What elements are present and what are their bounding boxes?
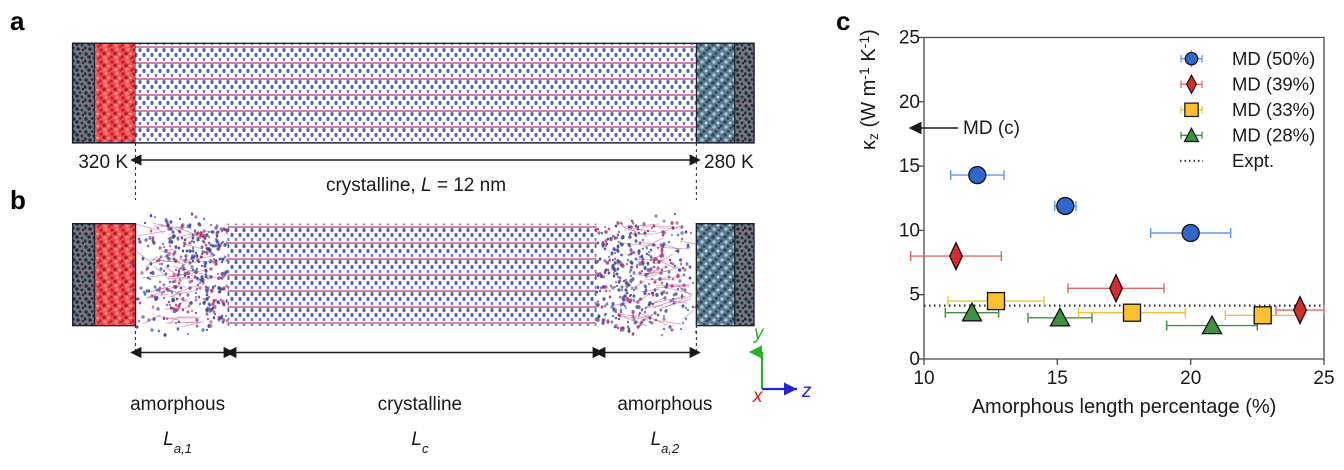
svg-text:280 K: 280 K (704, 152, 754, 173)
svg-text:La,2: La,2 (651, 429, 680, 456)
svg-text:10: 10 (900, 220, 920, 241)
svg-text:crystalline: crystalline (378, 394, 462, 415)
svg-text:5: 5 (909, 285, 920, 306)
svg-text:amorphous: amorphous (130, 394, 225, 415)
svg-text:0: 0 (909, 349, 920, 370)
svg-text:MD (33%): MD (33%) (1232, 99, 1315, 120)
svg-text:Lc: Lc (411, 429, 429, 456)
svg-text:10: 10 (913, 368, 934, 389)
svg-text:25: 25 (900, 28, 920, 49)
svg-text:20: 20 (1180, 368, 1201, 389)
svg-text:Amorphous length percentage (%: Amorphous length percentage (%) (972, 396, 1277, 418)
svg-text:x: x (752, 386, 764, 407)
svg-text:La,1: La,1 (163, 429, 192, 456)
svg-text:MD (50%): MD (50%) (1232, 48, 1315, 69)
svg-text:20: 20 (900, 92, 920, 113)
svg-text:z: z (801, 381, 812, 402)
svg-text:y: y (752, 323, 765, 344)
svg-text:15: 15 (900, 156, 920, 177)
svg-text:15: 15 (1047, 368, 1068, 389)
svg-text:320 K: 320 K (78, 152, 128, 173)
svg-text:25: 25 (1313, 368, 1334, 389)
svg-text:MD (28%): MD (28%) (1232, 125, 1315, 146)
svg-text:Expt.: Expt. (1232, 150, 1274, 171)
svg-text:MD (c): MD (c) (963, 118, 1020, 139)
svg-text:MD (39%): MD (39%) (1232, 74, 1315, 95)
svg-text:amorphous: amorphous (617, 394, 712, 415)
